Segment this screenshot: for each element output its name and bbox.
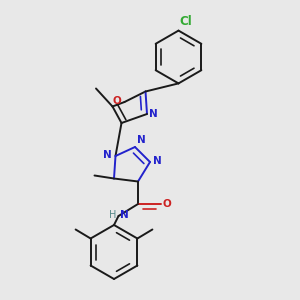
Text: O: O	[162, 199, 171, 209]
Text: O: O	[113, 95, 122, 106]
Text: H: H	[109, 210, 117, 220]
Text: N: N	[137, 135, 146, 145]
Text: N: N	[120, 210, 129, 220]
Text: N: N	[148, 109, 157, 119]
Text: Cl: Cl	[180, 15, 193, 28]
Text: N: N	[153, 156, 162, 167]
Text: N: N	[103, 150, 112, 160]
